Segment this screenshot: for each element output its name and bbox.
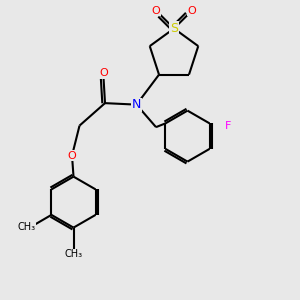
Text: S: S bbox=[170, 22, 178, 35]
Text: O: O bbox=[152, 5, 160, 16]
Text: CH₃: CH₃ bbox=[64, 249, 82, 259]
Text: O: O bbox=[99, 68, 108, 78]
Text: F: F bbox=[224, 122, 231, 131]
Text: O: O bbox=[68, 151, 76, 160]
Text: CH₃: CH₃ bbox=[18, 222, 36, 232]
Text: O: O bbox=[188, 5, 196, 16]
Text: N: N bbox=[132, 98, 141, 111]
